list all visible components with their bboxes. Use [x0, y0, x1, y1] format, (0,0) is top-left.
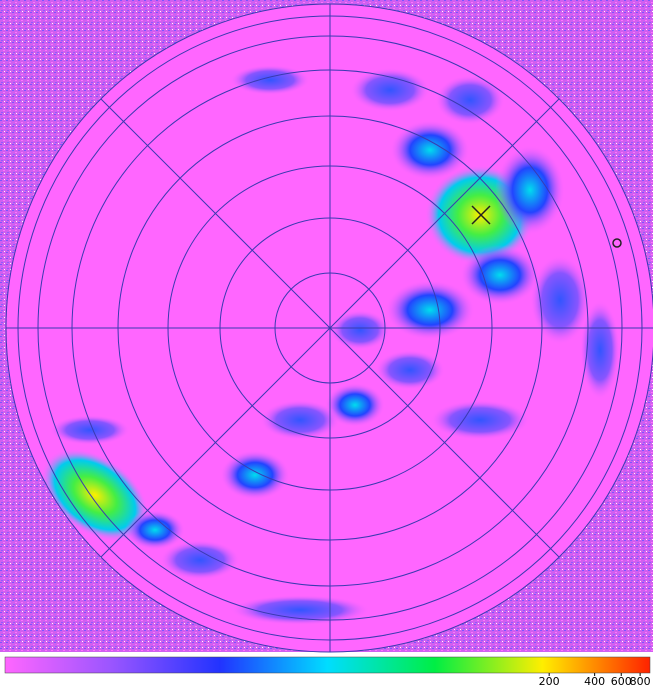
colorbar-tick-label: 600 [611, 675, 632, 687]
emission [41, 65, 620, 625]
colorbar-tick-label: 200 [539, 675, 560, 687]
grid [5, 3, 653, 653]
markers [471, 205, 622, 248]
colorbar [4, 656, 651, 674]
colorbar-tick-label: 400 [584, 675, 605, 687]
colorbar-tick-label: 800 [630, 675, 651, 687]
